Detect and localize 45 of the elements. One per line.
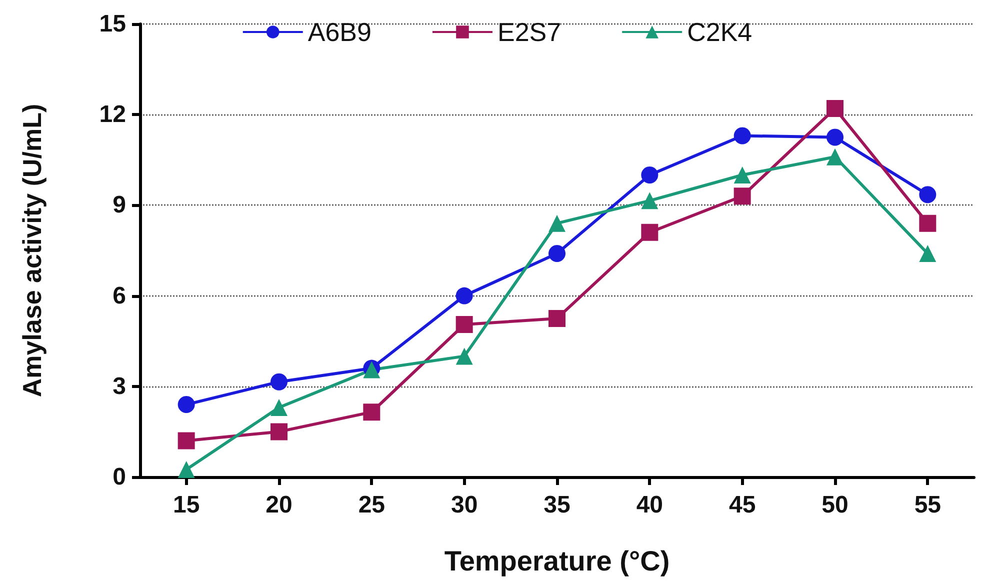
point (456, 287, 473, 304)
point (641, 224, 658, 241)
y-tick-label: 3 (112, 372, 126, 400)
point (919, 214, 936, 232)
point (919, 186, 936, 204)
y-tick-label: 12 (99, 101, 126, 128)
point (826, 148, 844, 166)
point (734, 127, 751, 144)
x-tick-label: 25 (358, 492, 386, 518)
x-tick-label: 15 (172, 492, 200, 518)
legend-label: E2S7 (497, 17, 562, 47)
point (178, 460, 195, 478)
x-tick-label: 50 (822, 492, 848, 518)
x-tick-label: 55 (914, 492, 942, 518)
point (548, 310, 566, 327)
y-tick-label: 15 (99, 10, 126, 38)
x-tick-label: 20 (266, 492, 292, 518)
point (919, 245, 936, 262)
point (363, 404, 380, 421)
point (641, 166, 658, 184)
x-axis-title: Temperature (°C) (444, 546, 670, 576)
point (826, 128, 844, 146)
point (734, 166, 751, 184)
legend-label: C2K4 (687, 17, 752, 47)
x-tick-label: 40 (636, 492, 664, 518)
point (734, 188, 751, 205)
point (456, 348, 473, 365)
point (178, 396, 195, 414)
point (270, 423, 288, 440)
y-axis-title: Amylase activity (U/mL) (17, 104, 47, 398)
y-tick-label: 9 (112, 192, 126, 219)
point (270, 399, 288, 416)
point (548, 245, 566, 262)
point (826, 100, 844, 118)
point (270, 373, 288, 390)
y-tick-label: 6 (112, 282, 126, 310)
legend-label: A6B9 (308, 17, 372, 47)
x-tick-label: 35 (544, 492, 570, 518)
point (456, 316, 473, 333)
point (178, 432, 195, 450)
y-tick-label: 0 (112, 464, 126, 490)
x-tick-label: 30 (450, 492, 478, 518)
x-tick-label: 45 (728, 492, 756, 518)
point (641, 192, 658, 210)
point (548, 214, 566, 232)
